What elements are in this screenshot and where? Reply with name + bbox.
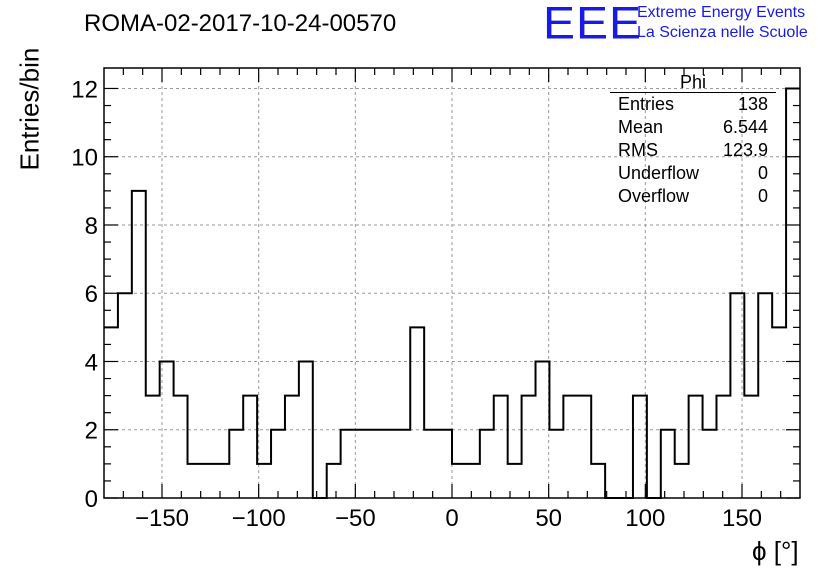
stats-label: Mean (618, 117, 664, 137)
stats-value: 6.544 (722, 117, 768, 137)
histogram-bin (536, 361, 550, 498)
x-tick-label: −150 (135, 505, 189, 532)
histogram-bin (730, 293, 744, 498)
y-tick-label: 10 (71, 145, 98, 172)
histogram-bin (716, 396, 730, 498)
histogram-bin (772, 327, 786, 498)
histogram-outline (104, 87, 800, 499)
histogram-bin (466, 464, 480, 498)
logo-line-2: La Scienza nelle Scuole (637, 24, 808, 41)
histogram-bin (118, 293, 132, 498)
eee-logo: EEE (543, 0, 643, 49)
histogram-bin (271, 430, 285, 498)
histogram-bin (758, 293, 772, 498)
histogram-bin (410, 327, 424, 498)
stats-label: RMS (618, 140, 658, 160)
x-tick-label: 150 (722, 505, 762, 532)
histogram-bin (452, 464, 466, 498)
y-tick-label: 2 (85, 418, 98, 445)
stats-label: Entries (618, 94, 675, 114)
histogram-bin (368, 430, 382, 498)
x-axis-label: ϕ [°] (752, 536, 799, 566)
histogram-bin (341, 430, 355, 498)
histogram-bin (522, 396, 536, 498)
x-tick-label: −50 (335, 505, 376, 532)
x-tick-label: 100 (625, 505, 665, 532)
histogram-bin (744, 396, 758, 498)
histogram-bin (355, 430, 369, 498)
histogram-bin (633, 396, 647, 498)
x-tick-label: 50 (535, 505, 562, 532)
x-tick-label: −100 (232, 505, 286, 532)
histogram-bin (188, 464, 202, 498)
stats-row-mean: Mean 6.544 (610, 116, 776, 139)
stats-value: 123.9 (722, 140, 768, 160)
histogram-bin (382, 430, 396, 498)
stats-row-entries: Entries 138 (610, 93, 776, 116)
y-tick-label: 6 (85, 281, 98, 308)
stats-value: 0 (757, 163, 768, 183)
x-tick-label: 0 (445, 505, 458, 532)
stats-box: Phi Entries 138 Mean 6.544 RMS 123.9 Und… (610, 72, 776, 208)
histogram-bin (160, 361, 174, 498)
y-tick-label: 8 (85, 213, 98, 240)
stats-title: Phi (610, 72, 776, 93)
stats-row-rms: RMS 123.9 (610, 139, 776, 162)
y-tick-label: 4 (85, 349, 98, 376)
stats-value: 0 (757, 186, 768, 206)
y-tick-label: 0 (85, 486, 98, 513)
stats-label: Overflow (618, 186, 690, 206)
histogram-bin (661, 430, 675, 498)
histogram-bin (494, 396, 508, 498)
histogram-bin (243, 396, 257, 498)
histogram-bin (201, 464, 215, 498)
histogram-bin (299, 361, 313, 498)
histogram-bin (424, 430, 438, 498)
y-tick-label: 12 (71, 76, 98, 103)
histogram-bin (438, 430, 452, 498)
histogram-bin (480, 430, 494, 498)
chart-title: ROMA-02-2017-10-24-00570 (84, 10, 397, 37)
histogram-bin (577, 396, 591, 498)
logo-line-1: Extreme Energy Events (637, 4, 806, 21)
stats-row-underflow: Underflow 0 (610, 162, 776, 185)
stats-value: 138 (737, 94, 768, 114)
histogram-bin (146, 396, 160, 498)
stats-row-overflow: Overflow 0 (610, 185, 776, 208)
histogram-bin (675, 464, 689, 498)
histogram-bin (549, 430, 563, 498)
histogram-bin (591, 464, 605, 498)
histogram-bin (563, 396, 577, 498)
stats-label: Underflow (618, 163, 700, 183)
histogram-bin (132, 191, 146, 498)
histogram-bin (689, 396, 703, 498)
histogram-bin (703, 430, 717, 498)
histogram-bin (215, 464, 229, 498)
histogram-bin (327, 464, 341, 498)
histogram-bin (229, 430, 243, 498)
histogram-bin (285, 396, 299, 498)
histogram-bin (396, 430, 410, 498)
histogram-bin (174, 396, 188, 498)
